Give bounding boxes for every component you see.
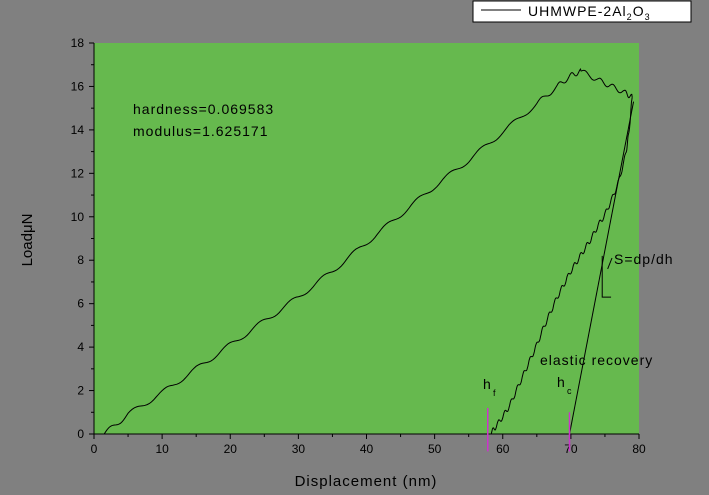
x-tick-label: 80	[632, 442, 646, 456]
hc-subscript: c	[567, 386, 573, 396]
slope-text: S=dp/dh	[614, 251, 674, 267]
legend: UHMWPE-2Al2O3	[472, 0, 692, 23]
hardness-text: hardness=0.069583	[133, 101, 274, 117]
y-tick-label: 0	[77, 427, 84, 441]
y-tick-label: 16	[71, 79, 85, 93]
y-tick-label: 8	[77, 253, 84, 267]
plot-area	[94, 43, 639, 434]
y-tick-label: 2	[77, 384, 84, 398]
y-tick-label: 12	[71, 166, 85, 180]
x-axis-label: Displacement (nm)	[295, 473, 438, 490]
loading-curve	[103, 68, 582, 435]
y-axis-label: LoadμN	[19, 214, 36, 267]
hold-curve	[580, 69, 633, 99]
x-tick-label: 70	[564, 442, 578, 456]
x-tick-label: 20	[224, 442, 238, 456]
tangent-line	[569, 101, 635, 435]
x-tick-label: 40	[360, 442, 374, 456]
unloading-curve	[490, 97, 633, 435]
y-tick-label: 6	[77, 297, 84, 311]
hc-text: h	[557, 374, 566, 390]
x-tick-label: 30	[292, 442, 306, 456]
y-tick-label: 4	[77, 340, 84, 354]
x-tick-label: 50	[428, 442, 442, 456]
hf-text: h	[483, 376, 492, 392]
axes: 0 10 20 30 40 50 60 70 80 0 2 4 6 8 10 12 14 16 18	[71, 36, 646, 456]
slope-pointer	[607, 257, 613, 270]
x-tick-label: 10	[155, 442, 169, 456]
slope-triangle	[601, 255, 612, 298]
curves	[103, 68, 635, 435]
annotations: hardness=0.069583 modulus=1.625171 S=dp/dh…	[133, 101, 674, 452]
recovery-text: elastic recovery	[540, 352, 653, 368]
y-tick-label: 14	[71, 123, 85, 137]
x-tick-label: 0	[91, 442, 98, 456]
legend-box	[472, 0, 692, 23]
hf-subscript: f	[493, 388, 497, 398]
x-tick-label: 60	[496, 442, 510, 456]
y-tick-label: 18	[71, 36, 85, 50]
y-tick-label: 10	[71, 210, 85, 224]
modulus-text: modulus=1.625171	[133, 123, 269, 139]
legend-label: UHMWPE-2Al2O3	[528, 3, 651, 22]
